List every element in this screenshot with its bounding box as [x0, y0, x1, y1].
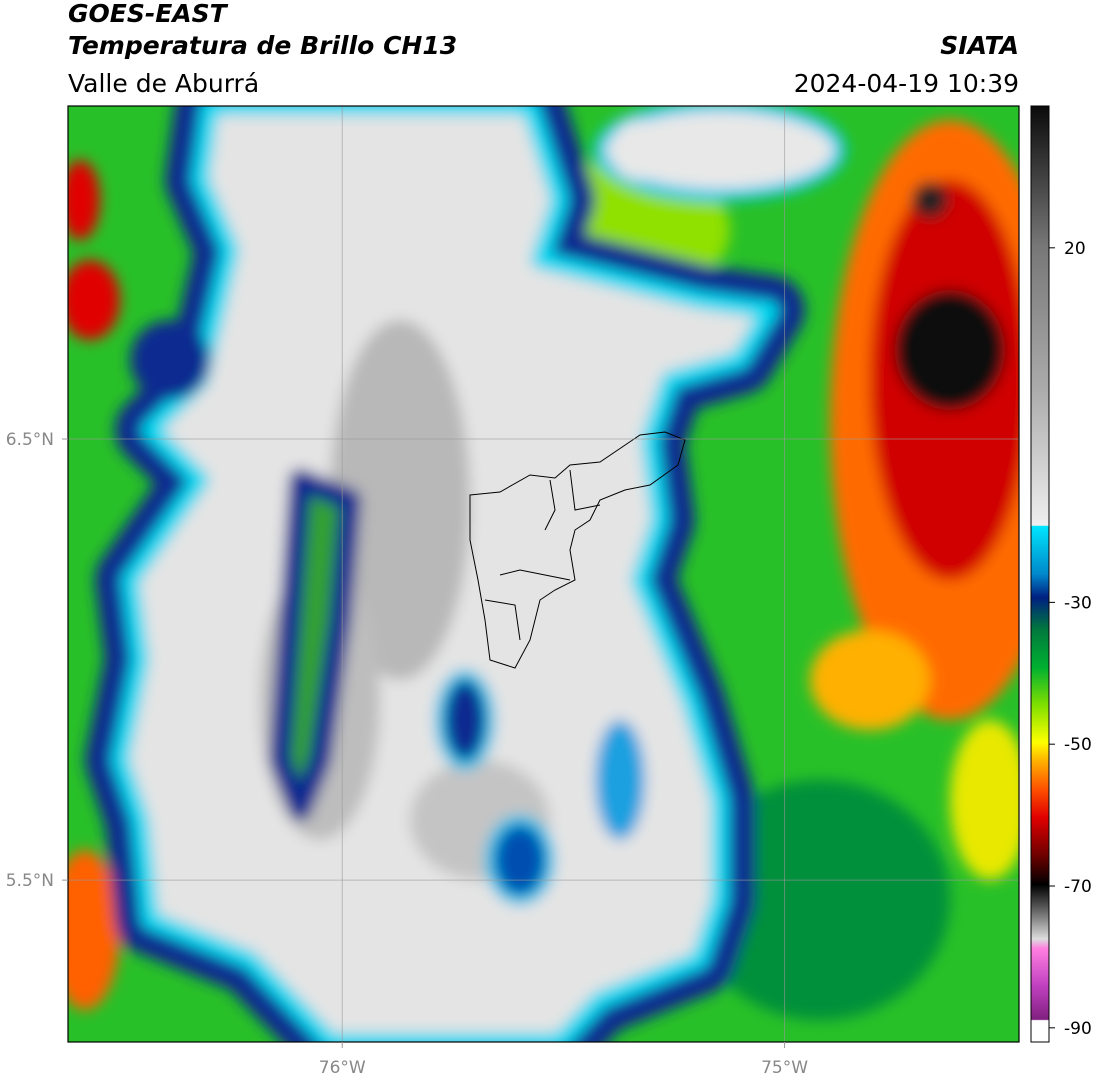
region: Valle de Aburrá: [68, 69, 259, 98]
product: Temperatura de Brillo CH13: [68, 31, 457, 60]
map-frame: [67, 105, 1020, 1043]
municipal-boundaries: [469, 431, 686, 669]
y-tick-label: 6.5°N: [6, 430, 54, 450]
x-tick-label: 76°W: [319, 1058, 366, 1078]
satellite-image: [68, 106, 1019, 1042]
municipal-boundaries: [484, 469, 601, 641]
colorbar-tick-label: -70: [1064, 877, 1092, 897]
colorbar-tick-label: -50: [1064, 735, 1092, 755]
source: SIATA: [940, 31, 1019, 60]
y-tick-label: 5.5°N: [6, 871, 54, 891]
colorbar-tick-label: -90: [1064, 1019, 1092, 1039]
colorbar-tick-label: 20: [1064, 239, 1086, 259]
datetime: 2024-04-19 10:39: [794, 69, 1019, 98]
satellite: GOES-EAST: [68, 0, 229, 28]
x-tick-label: 75°W: [761, 1058, 808, 1078]
colorbar: [1030, 105, 1050, 1043]
colorbar-tick-label: -30: [1064, 593, 1092, 613]
